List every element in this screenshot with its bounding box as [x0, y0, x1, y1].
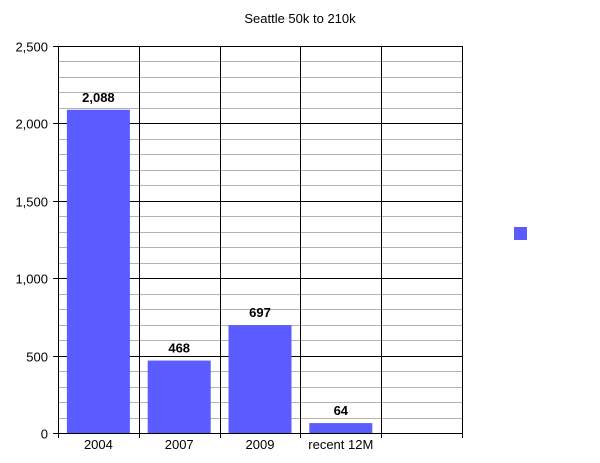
data-label: 64: [334, 403, 349, 418]
data-labels: 2,088 468 697 64: [82, 90, 349, 418]
legend: [514, 227, 527, 240]
data-label: 468: [168, 341, 190, 356]
x-tick-label: 2004: [84, 437, 113, 452]
x-tick-label: recent 12M: [308, 437, 373, 452]
bar: [228, 325, 292, 433]
y-tick-label: 1,500: [15, 195, 48, 210]
chart-title: Seattle 50k to 210k: [244, 11, 356, 26]
y-tick-label: 0: [41, 427, 48, 442]
y-tick-labels: 0 500 1,000 1,500 2,000 2,500: [15, 40, 48, 442]
y-tick-label: 1,000: [15, 272, 48, 287]
legend-swatch: [514, 227, 527, 240]
bar: [309, 423, 373, 433]
data-label: 2,088: [82, 90, 115, 105]
y-tick-label: 500: [26, 350, 48, 365]
x-tick-label: 2007: [165, 437, 194, 452]
y-tick-label: 2,000: [15, 117, 48, 132]
bars: [66, 109, 373, 434]
x-tick-labels: 2004 2007 2009 recent 12M: [84, 437, 373, 452]
data-label: 697: [249, 305, 271, 320]
y-tick-label: 2,500: [15, 40, 48, 55]
bar: [66, 109, 130, 434]
x-tick-label: 2009: [246, 437, 275, 452]
bar: [147, 360, 211, 433]
axes: [53, 46, 463, 438]
